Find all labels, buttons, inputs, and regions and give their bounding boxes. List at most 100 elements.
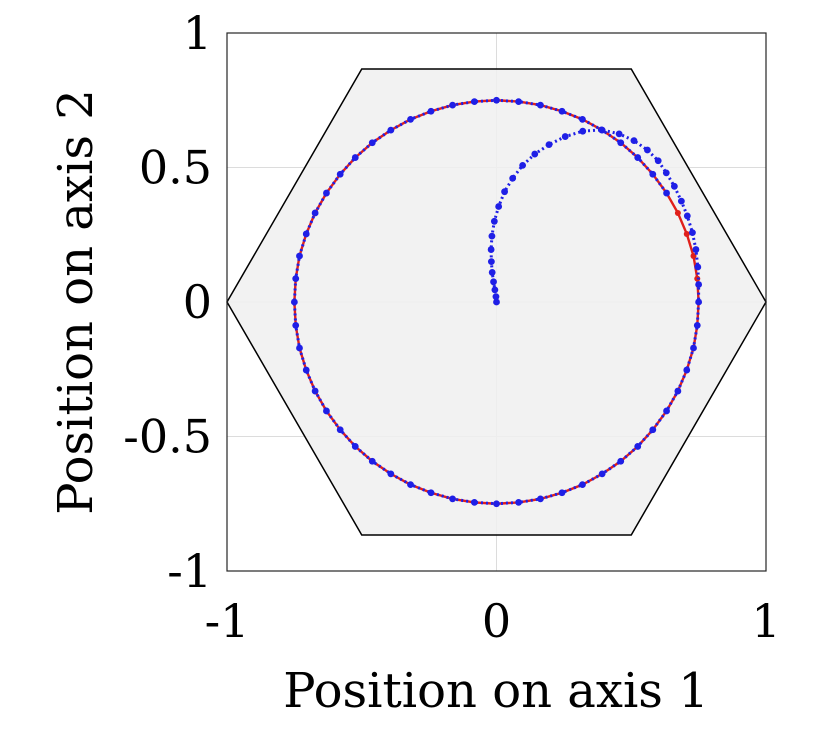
series-2-point (615, 130, 623, 138)
series-2-point (654, 157, 662, 165)
series-2-point (683, 366, 691, 374)
series-2-point (311, 209, 319, 217)
y-tick-labels: -1 -0.5 0 0.5 1 (123, 6, 212, 598)
y-tick-label: -0.5 (123, 410, 212, 464)
series-2 (290, 96, 703, 508)
series-2-point (634, 154, 642, 161)
series-2-point (501, 188, 508, 196)
x-tick-label: 0 (482, 594, 511, 648)
series-2-point (537, 101, 544, 109)
series-2-point (427, 107, 435, 115)
series-2-point (292, 322, 300, 329)
series-2-point (694, 263, 702, 271)
series-2-point (490, 217, 498, 225)
series-2-point (336, 426, 344, 434)
x-tick-labels: -1 0 1 (205, 594, 781, 648)
series-2-point (598, 126, 606, 134)
series-2-point (407, 115, 414, 123)
series-2-point (579, 127, 587, 135)
series-2-point (519, 161, 527, 169)
series-2-point (471, 98, 478, 105)
series-2-point (617, 139, 625, 147)
series-2-point (649, 170, 657, 178)
series-2-point (649, 426, 657, 434)
series-2-point (351, 443, 359, 450)
series-2-point (509, 174, 517, 182)
y-tick-label: 0.5 (139, 141, 212, 195)
series-2-point (493, 96, 500, 104)
series-2-point (336, 170, 344, 178)
series-2-point (537, 495, 544, 503)
y-tick-label: 0 (183, 275, 212, 329)
series-2-point (488, 232, 496, 240)
series-2-point (689, 229, 696, 236)
series-2-point (493, 298, 500, 306)
series-2-point (561, 133, 569, 140)
series-2-point (663, 407, 670, 415)
series-1-point (683, 230, 690, 237)
x-tick-label: -1 (205, 594, 250, 648)
series-layer (290, 96, 703, 508)
series-1-point (674, 209, 681, 216)
series-2-point (296, 252, 303, 260)
series-2-point (531, 150, 539, 158)
series-2-point (487, 258, 495, 266)
series-2-point (471, 499, 478, 506)
series-2-point (493, 500, 500, 508)
series-2-point (692, 246, 700, 253)
series-2-point (579, 481, 586, 489)
series-2-point (351, 154, 359, 161)
series-2-point (695, 298, 703, 306)
series-2-point (368, 139, 376, 147)
series-2-point (387, 470, 395, 478)
series-2-point (296, 344, 303, 352)
series-2-point (488, 269, 496, 276)
series-2-point (323, 407, 330, 415)
series-2-point (693, 322, 701, 329)
series-2-point (674, 387, 682, 395)
series-2-point (492, 293, 500, 301)
series-2-line (292, 98, 701, 506)
series-2-point (427, 489, 435, 497)
axes-box (226, 32, 767, 572)
series-2-point (663, 189, 670, 197)
series-2-point (662, 169, 670, 177)
series-2-point (545, 141, 553, 149)
series-2-point (407, 481, 414, 489)
series-2-point (495, 203, 503, 210)
series-2-point (292, 275, 300, 282)
series-2-point (302, 366, 310, 374)
series-2-point (449, 495, 456, 503)
series-2-point (634, 443, 642, 450)
series-2-point (579, 115, 586, 123)
series-2-point (515, 499, 522, 506)
y-axis-label: Position on axis 2 (48, 89, 104, 514)
x-axis-label: Position on axis 1 (283, 663, 708, 719)
series-2-point (630, 137, 638, 145)
series-2-point (368, 457, 376, 465)
series-2-point (515, 98, 522, 105)
series-2-point (683, 212, 691, 220)
series-2-point (690, 344, 697, 352)
series-2-point (449, 101, 456, 109)
series-2-point (644, 146, 651, 154)
x-tick-label: 1 (751, 594, 780, 648)
series-2-point (487, 246, 495, 253)
series-2-point (302, 230, 310, 238)
series-2-point (387, 126, 395, 134)
y-tick-label: -1 (167, 544, 212, 598)
series-2-point (490, 278, 497, 286)
series-2-point (290, 298, 298, 306)
series-2-point (491, 286, 499, 294)
y-tick-label: 1 (183, 6, 212, 60)
series-2-point (598, 470, 606, 478)
series-2-point (677, 197, 685, 205)
series-2-point (695, 281, 703, 288)
series-2-point (323, 189, 330, 197)
series-2-point (311, 387, 319, 395)
series-2-point (617, 457, 625, 465)
series-2-point (558, 107, 566, 115)
series-2-point (670, 182, 678, 190)
series-2-point (558, 489, 566, 497)
